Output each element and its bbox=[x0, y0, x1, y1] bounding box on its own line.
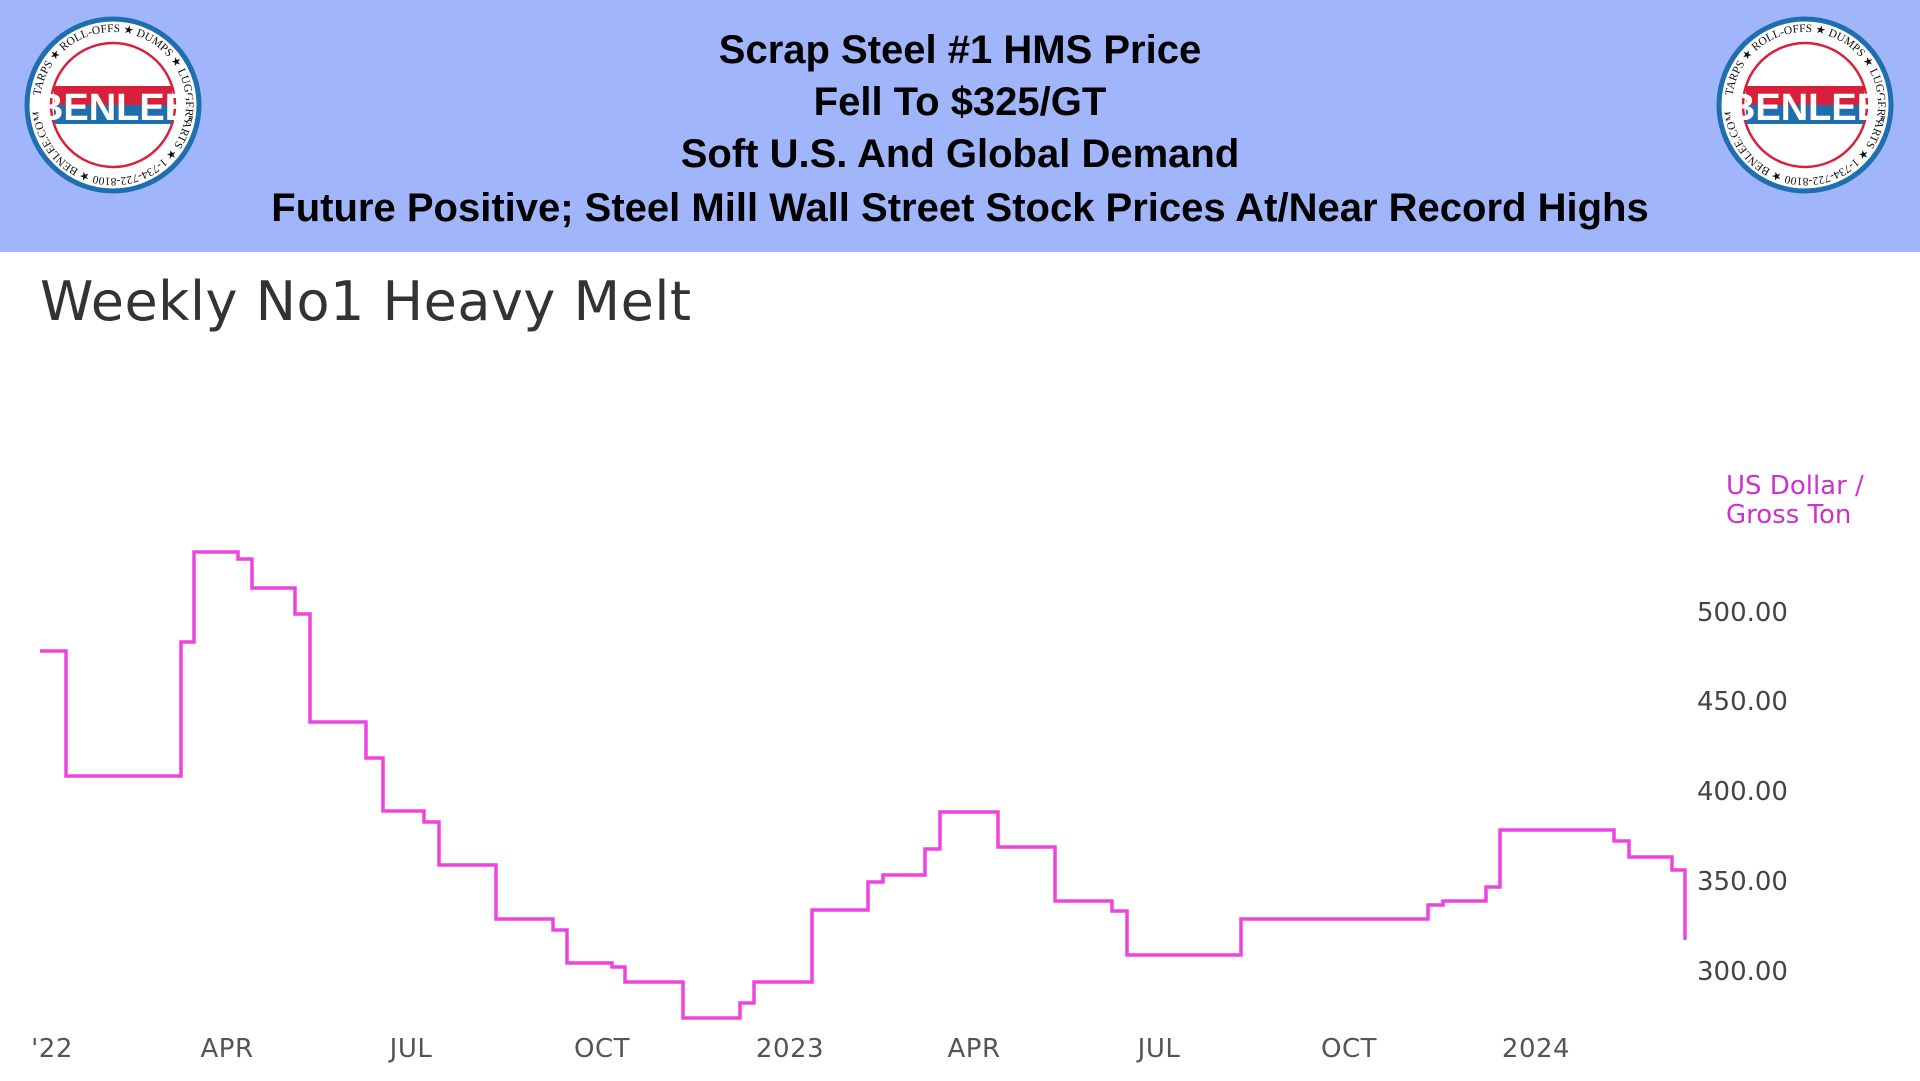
x-tick: 2023 bbox=[755, 1034, 825, 1064]
header-banner: TARPS ★ ROLL-OFFS ★ DUMPS ★ LUGGERS PART… bbox=[0, 0, 1920, 252]
x-tick: JUL bbox=[1137, 1034, 1181, 1064]
svg-text:BENLEE: BENLEE bbox=[1728, 87, 1882, 129]
y-tick: 300.00 bbox=[1697, 957, 1788, 987]
benlee-logo-right: TARPS ★ ROLL-OFFS ★ DUMPS ★ LUGGERS PART… bbox=[1716, 16, 1894, 194]
x-tick: APR bbox=[947, 1034, 1001, 1064]
svg-text:BENLEE: BENLEE bbox=[36, 87, 190, 129]
y-axis-label-line-2: Gross Ton bbox=[1726, 500, 1852, 530]
benlee-logo-icon: TARPS ★ ROLL-OFFS ★ DUMPS ★ LUGGERS PART… bbox=[24, 16, 202, 194]
y-axis-label-line-1: US Dollar / bbox=[1726, 471, 1864, 501]
benlee-logo-left: TARPS ★ ROLL-OFFS ★ DUMPS ★ LUGGERS PART… bbox=[24, 16, 202, 194]
y-axis-label: US Dollar / Gross Ton bbox=[1726, 472, 1864, 530]
x-tick: OCT bbox=[573, 1034, 631, 1064]
x-tick: APR bbox=[200, 1034, 254, 1064]
chart-title: Weekly No1 Heavy Melt bbox=[40, 270, 692, 333]
headline-line-3: Soft U.S. And Global Demand bbox=[680, 132, 1240, 176]
x-tick: JUL bbox=[389, 1034, 433, 1064]
headline-line-4: Future Positive; Steel Mill Wall Street … bbox=[271, 186, 1649, 230]
y-tick: 350.00 bbox=[1697, 867, 1788, 897]
x-tick: 2024 bbox=[1501, 1034, 1571, 1064]
benlee-logo-icon: TARPS ★ ROLL-OFFS ★ DUMPS ★ LUGGERS PART… bbox=[1716, 16, 1894, 194]
price-series-line bbox=[40, 550, 1687, 1020]
headline-line-2: Fell To $325/GT bbox=[813, 80, 1107, 124]
headline-line-1: Scrap Steel #1 HMS Price bbox=[718, 28, 1202, 72]
x-tick: '22 bbox=[31, 1034, 73, 1064]
y-tick: 500.00 bbox=[1697, 598, 1788, 628]
y-tick: 450.00 bbox=[1697, 687, 1788, 717]
y-tick: 400.00 bbox=[1697, 777, 1788, 807]
x-tick: OCT bbox=[1320, 1034, 1378, 1064]
